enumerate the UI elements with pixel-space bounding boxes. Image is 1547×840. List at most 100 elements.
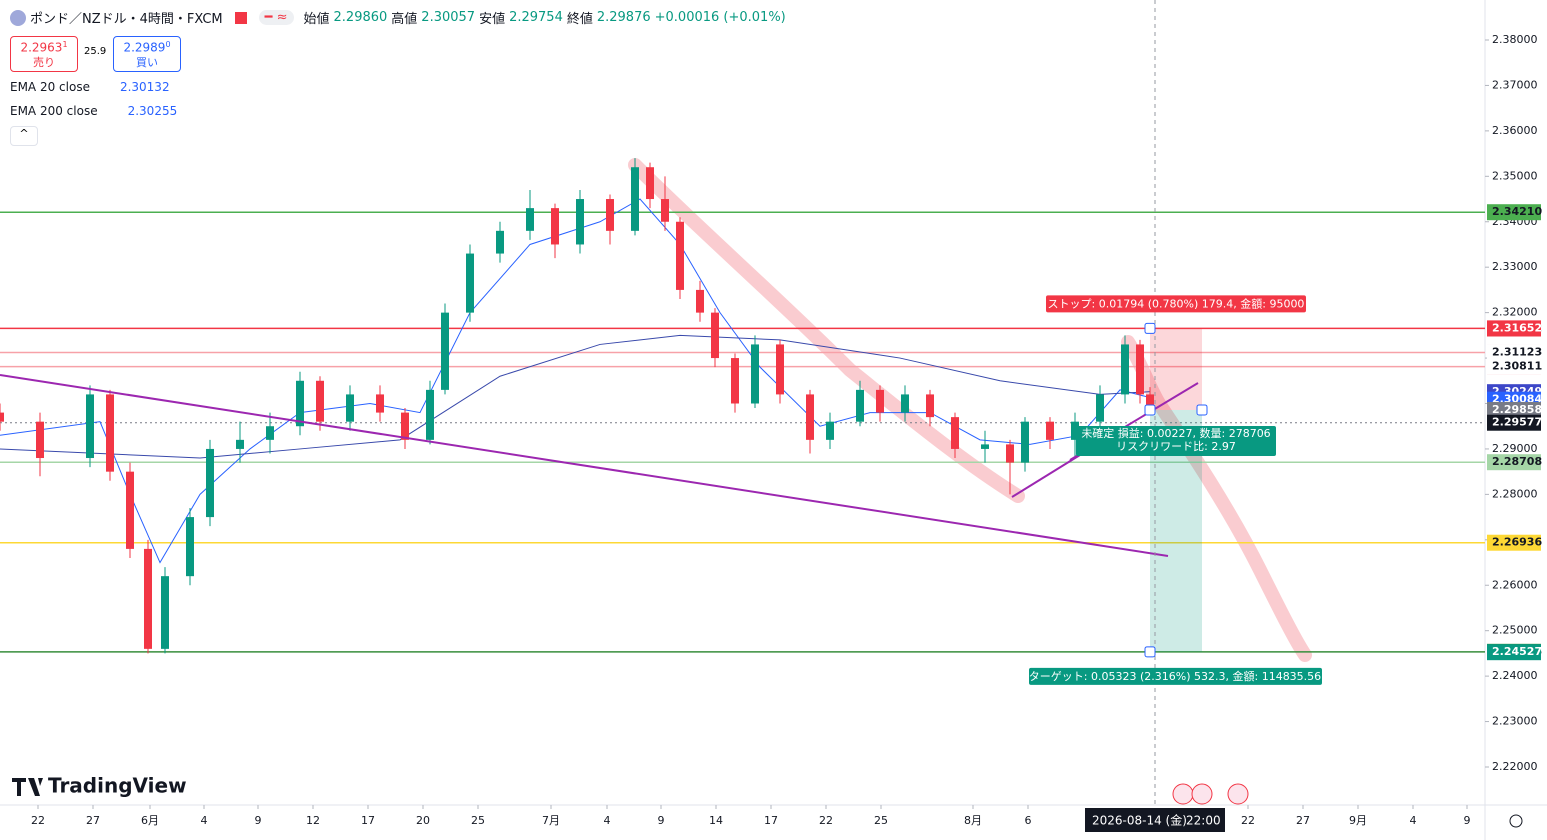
candle-body [696, 289, 704, 313]
time-tag [1085, 808, 1225, 832]
candle-body [266, 426, 274, 440]
settings-icon[interactable] [1509, 814, 1523, 828]
y-tick-label: 2.26000 [1492, 578, 1538, 591]
plot [0, 39, 1489, 809]
header: ポンド／NZドル・4時間・FXCM ━ ≈ 始値 2.29860 高値 2.3005… [10, 8, 786, 27]
overlay: ストップ: 0.01794 (0.780%) 179.4, 金額: 95000 未… [1029, 295, 1322, 685]
toggle[interactable]: ━ ≈ [258, 10, 294, 25]
candle-body [551, 208, 559, 245]
price-tag-label: 2.29858 [1492, 403, 1542, 416]
y-tick-label: 2.23000 [1492, 715, 1538, 728]
candle-body [1006, 444, 1014, 463]
pnl-label-bg [1076, 425, 1276, 456]
sell-label: 売り [33, 55, 55, 69]
buy-button[interactable]: 2.29890 買い [113, 36, 181, 72]
y-tick-label: 2.38000 [1492, 33, 1538, 46]
candle-body [126, 471, 134, 549]
brand: TradingView [48, 774, 187, 798]
y-tick-label: 2.29000 [1492, 442, 1538, 455]
candle-body [316, 380, 324, 422]
price-tag [1487, 320, 1541, 337]
candle-body [676, 221, 684, 290]
x-tick-label: 17 [361, 814, 375, 827]
x-tick-label: 6月 [141, 814, 159, 827]
time-tag-date: 2026-08-14 (金) [1092, 813, 1187, 828]
spread: 25.9 [84, 46, 107, 57]
indicator[interactable]: EMA 20 close 2.30132 [10, 80, 170, 94]
x-tick-label: 14 [709, 814, 723, 827]
candle-body [236, 439, 244, 449]
handle[interactable] [1144, 404, 1156, 416]
x-tick-label: 4 [604, 814, 611, 827]
candle-body [711, 312, 719, 359]
logo: TradingView [12, 774, 187, 798]
open-label: 始値 [303, 12, 330, 27]
y-tick-label: 2.28000 [1492, 487, 1538, 500]
candle-body [346, 394, 354, 422]
candle-body [106, 394, 114, 472]
candle-body [661, 199, 669, 222]
candle-body [631, 167, 639, 231]
y-tick-label: 2.35000 [1492, 169, 1538, 182]
y-tick-label: 2.22000 [1492, 760, 1538, 773]
x-tick-label: 4 [1410, 814, 1417, 827]
indicator[interactable]: EMA 200 close 2.30255 [10, 104, 177, 118]
collapse-button[interactable]: ^ [10, 126, 38, 146]
candle-body [951, 417, 959, 449]
price-tag [1487, 344, 1541, 361]
price-tag-label: 2.30811 [1492, 360, 1542, 373]
event-icon[interactable] [1227, 783, 1249, 805]
candle-body [376, 394, 384, 413]
close: 2.29876 [596, 10, 651, 25]
sell-sup: 1 [62, 40, 68, 49]
high-label: 高値 [391, 12, 418, 27]
candle-body [1121, 344, 1129, 395]
price-tag [1487, 204, 1541, 221]
x-tick-label: 27 [86, 814, 100, 827]
indicator-value: 2.30255 [127, 104, 178, 118]
stop-label-bg [1046, 295, 1306, 313]
time-tag-time: 22:00 [1186, 814, 1221, 828]
x-tick-label: 9 [658, 814, 665, 827]
y-tick-label: 2.36000 [1492, 124, 1538, 137]
price-tag [1487, 401, 1541, 418]
price-tag-label: 2.28708 [1492, 455, 1542, 468]
x-tick-label: 22 [31, 814, 45, 827]
indicator-value: 2.30132 [119, 80, 170, 94]
candle-body [466, 253, 474, 313]
x-tick-label: 27 [1296, 814, 1310, 827]
candle-body [876, 389, 884, 413]
handle[interactable] [1196, 404, 1208, 416]
indicator-name: EMA 200 close [10, 104, 98, 118]
handle[interactable] [1144, 646, 1156, 658]
candle-body [606, 199, 614, 231]
candle-body [1021, 421, 1029, 463]
candle-body [144, 548, 152, 649]
handle[interactable] [1144, 322, 1156, 334]
candle-body [806, 394, 814, 440]
event-icon[interactable] [1172, 783, 1194, 805]
candle-body [981, 444, 989, 449]
price-tag-label: 2.31123 [1492, 345, 1542, 358]
symbol[interactable]: ポンド／NZドル・4時間・FXCM [30, 12, 223, 27]
stop-label: ストップ: 0.01794 (0.780%) 179.4, 金額: 95000 [1048, 296, 1305, 310]
candle-body [0, 412, 4, 422]
sell-button[interactable]: 2.29631 売り [10, 36, 78, 72]
target-label: ターゲット: 0.05323 (2.316%) 532.3, 金額: 11483… [1029, 669, 1321, 683]
x-tick-label: 6 [1025, 814, 1032, 827]
candle-body [646, 167, 654, 200]
close-label: 終値 [566, 12, 593, 27]
symbol-icon [10, 9, 26, 26]
logo-mark [12, 778, 43, 796]
price-tag-label: 2.31652 [1492, 321, 1542, 334]
candle-body [296, 380, 304, 427]
price-tag [1487, 414, 1541, 431]
candle-body [901, 394, 909, 413]
event-icon[interactable] [1191, 783, 1213, 805]
x-tick-label: 9 [1464, 814, 1471, 827]
sell-price: 2.2963 [20, 40, 63, 55]
low: 2.29754 [509, 10, 563, 25]
